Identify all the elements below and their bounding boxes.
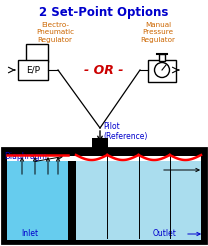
Text: E/P: E/P [26, 65, 40, 75]
Text: 2 Set-Point Options: 2 Set-Point Options [39, 6, 169, 19]
Bar [26, 44, 48, 62]
Text: Pilot
(Reference): Pilot (Reference) [103, 122, 147, 141]
Text: Diaphragm: Diaphragm [4, 152, 47, 161]
Text: Inlet: Inlet [21, 229, 38, 238]
Bar [18, 60, 48, 80]
Text: Manual
Pressure
Regulator: Manual Pressure Regulator [140, 22, 176, 43]
Bar [148, 60, 176, 82]
Bar [68, 148, 76, 223]
Bar [76, 160, 201, 240]
Circle shape [155, 62, 170, 77]
Bar [159, 54, 165, 61]
Bar [7, 160, 68, 240]
Text: Electro-
Pneumatic
Regulator: Electro- Pneumatic Regulator [36, 22, 74, 43]
Bar [7, 156, 201, 161]
Text: - OR -: - OR - [84, 63, 124, 77]
Bar [92, 138, 108, 150]
Bar [2, 148, 206, 243]
Text: Outlet: Outlet [153, 229, 177, 238]
